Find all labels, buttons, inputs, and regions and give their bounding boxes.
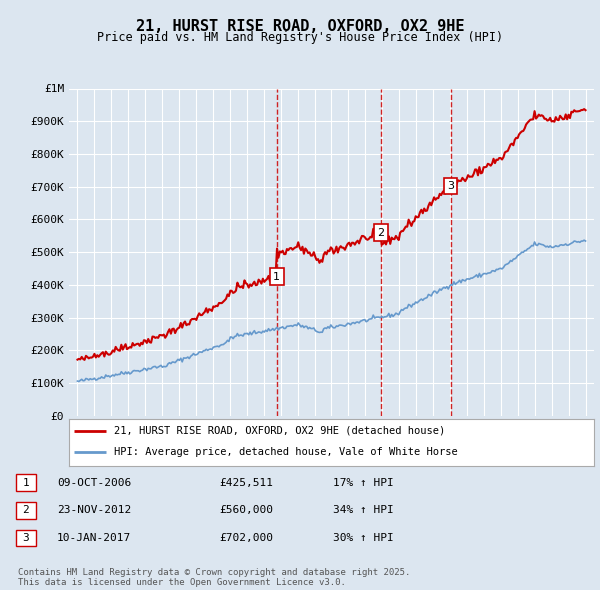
Text: 1: 1: [273, 271, 280, 281]
Text: 17% ↑ HPI: 17% ↑ HPI: [333, 478, 394, 487]
Text: Contains HM Land Registry data © Crown copyright and database right 2025.
This d: Contains HM Land Registry data © Crown c…: [18, 568, 410, 587]
Text: HPI: Average price, detached house, Vale of White Horse: HPI: Average price, detached house, Vale…: [113, 447, 457, 457]
Text: 3: 3: [447, 181, 454, 191]
Text: 21, HURST RISE ROAD, OXFORD, OX2 9HE: 21, HURST RISE ROAD, OXFORD, OX2 9HE: [136, 19, 464, 34]
Text: 34% ↑ HPI: 34% ↑ HPI: [333, 506, 394, 515]
Text: 10-JAN-2017: 10-JAN-2017: [57, 533, 131, 543]
Text: £702,000: £702,000: [219, 533, 273, 543]
Text: 2: 2: [377, 228, 384, 238]
Text: 2: 2: [22, 506, 29, 515]
Text: 3: 3: [22, 533, 29, 543]
Text: Price paid vs. HM Land Registry's House Price Index (HPI): Price paid vs. HM Land Registry's House …: [97, 31, 503, 44]
Text: 21, HURST RISE ROAD, OXFORD, OX2 9HE (detached house): 21, HURST RISE ROAD, OXFORD, OX2 9HE (de…: [113, 426, 445, 435]
Text: 23-NOV-2012: 23-NOV-2012: [57, 506, 131, 515]
Text: £425,511: £425,511: [219, 478, 273, 487]
Text: £560,000: £560,000: [219, 506, 273, 515]
Text: 1: 1: [22, 478, 29, 487]
Text: 30% ↑ HPI: 30% ↑ HPI: [333, 533, 394, 543]
Text: 09-OCT-2006: 09-OCT-2006: [57, 478, 131, 487]
